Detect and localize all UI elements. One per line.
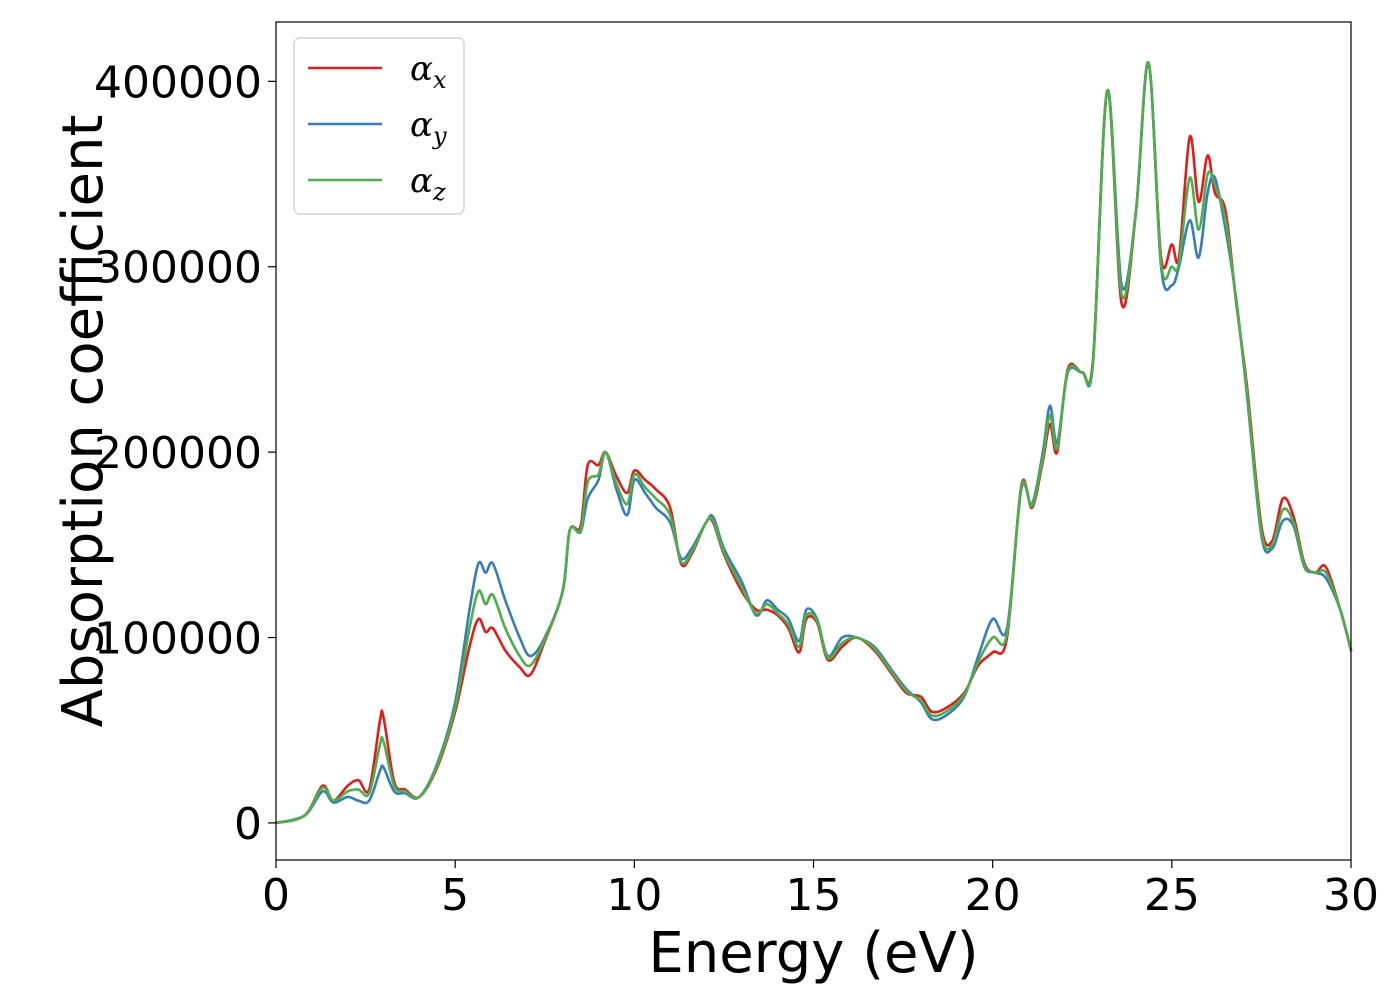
y-tick-label: 0 bbox=[234, 799, 262, 850]
series-line-y bbox=[274, 61, 1353, 825]
legend: αx αy αz bbox=[293, 37, 465, 215]
x-tick-label: 0 bbox=[262, 870, 290, 921]
series-layer bbox=[274, 61, 1353, 825]
series-line-z bbox=[274, 61, 1353, 825]
x-tick-label: 5 bbox=[441, 870, 469, 921]
y-tick-label: 400000 bbox=[94, 57, 262, 108]
y-tick-label: 300000 bbox=[94, 243, 262, 294]
x-tick-label: 10 bbox=[606, 870, 662, 921]
legend-label: αx bbox=[410, 49, 447, 94]
legend-label: αy bbox=[410, 105, 447, 150]
y-axis-title: Absorption coefficient bbox=[51, 115, 116, 728]
x-axis-title: Energy (eV) bbox=[648, 921, 978, 986]
y-tick-label: 100000 bbox=[94, 614, 262, 665]
x-axis: 0 5 10 15 20 25 30 bbox=[262, 860, 1379, 921]
legend-label: αz bbox=[410, 161, 446, 206]
x-tick-label: 15 bbox=[786, 870, 842, 921]
series-line-x bbox=[274, 61, 1353, 825]
x-tick-label: 30 bbox=[1323, 870, 1379, 921]
legend-box bbox=[293, 37, 465, 215]
x-tick-label: 25 bbox=[1144, 870, 1200, 921]
x-tick-label: 20 bbox=[965, 870, 1021, 921]
y-axis: 0 100000 200000 300000 400000 bbox=[94, 57, 276, 850]
y-tick-label: 200000 bbox=[94, 428, 262, 479]
